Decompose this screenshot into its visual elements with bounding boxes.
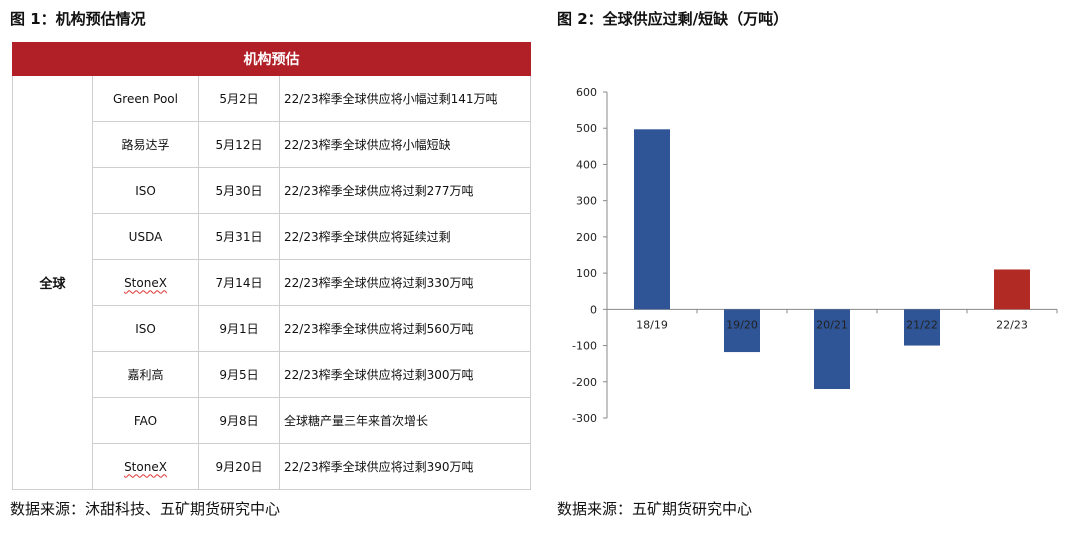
date-cell: 7月14日 [198, 259, 280, 306]
bar-18-19 [634, 129, 670, 310]
table-row: StoneX 7月14日 22/23榨季全球供应将过剩330万吨 [13, 259, 531, 306]
y-tick-label: 400 [576, 158, 597, 171]
org-name: Green Pool [113, 91, 178, 106]
figure-1-title: 图 1：机构预估情况 [10, 10, 146, 28]
org-name: StoneX [124, 275, 167, 290]
forecast-cell: 22/23榨季全球供应将过剩277万吨 [279, 167, 531, 214]
y-tick-label: 600 [576, 86, 597, 99]
org-cell: ISO [92, 305, 199, 352]
x-tick-label: 21/22 [906, 318, 938, 331]
supply-balance-chart: 600 500 400 300 200 100 0 -100 -200 -300 18/19 19/2… [572, 86, 1058, 425]
figure-2-source: 数据来源：五矿期货研究中心 [557, 500, 753, 518]
y-tick-label: 0 [590, 303, 597, 316]
date-cell: 9月8日 [198, 397, 280, 444]
x-tick-label: 20/21 [816, 318, 848, 331]
bar-19-20 [724, 309, 760, 353]
forecast-cell: 22/23榨季全球供应将过剩300万吨 [279, 351, 531, 398]
forecast-cell: 22/23榨季全球供应将过剩560万吨 [279, 305, 531, 352]
table-row: 全球 Green Pool 5月2日 22/23榨季全球供应将小幅过剩141万吨 [12, 75, 531, 490]
date-cell: 5月2日 [198, 75, 280, 122]
org-name: ISO [135, 183, 156, 198]
org-cell: USDA [92, 213, 199, 260]
date-cell: 9月1日 [198, 305, 280, 352]
table-row: FAO 9月8日 全球糖产量三年来首次增长 [13, 397, 531, 444]
date-cell: 9月20日 [198, 443, 280, 490]
x-tick-label: 18/19 [636, 318, 668, 331]
forecast-cell: 22/23榨季全球供应将过剩330万吨 [279, 259, 531, 306]
table-row: 路易达孚 5月12日 22/23榨季全球供应将小幅短缺 [13, 121, 531, 168]
y-tick-label: 500 [576, 122, 597, 135]
date-cell: 5月31日 [198, 213, 280, 260]
org-cell: 嘉利高 [92, 351, 199, 398]
org-cell: FAO [92, 397, 199, 444]
y-tick-label: 100 [576, 267, 597, 280]
y-tick-label: -100 [572, 340, 597, 353]
org-cell: 路易达孚 [92, 121, 199, 168]
y-tick-label: 200 [576, 231, 597, 244]
y-tick-label: -200 [572, 376, 597, 389]
forecast-cell: 22/23榨季全球供应将小幅短缺 [279, 121, 531, 168]
org-cell: StoneX [92, 443, 199, 490]
forecast-cell: 全球糖产量三年来首次增长 [279, 397, 531, 444]
org-name: USDA [128, 229, 163, 244]
bar-20-21 [814, 309, 850, 390]
org-name: 路易达孚 [121, 138, 170, 152]
org-name: ISO [135, 321, 156, 336]
table-header: 机构预估 [12, 42, 531, 76]
date-cell: 5月30日 [198, 167, 280, 214]
org-name: 嘉利高 [127, 368, 164, 382]
table-row: ISO 9月1日 22/23榨季全球供应将过剩560万吨 [13, 305, 531, 352]
org-name: FAO [133, 413, 158, 428]
org-cell: Green Pool [92, 75, 199, 122]
org-cell: StoneX [92, 259, 199, 306]
y-tick-label: 300 [576, 195, 597, 208]
org-name: StoneX [124, 459, 167, 474]
x-tick-label: 22/23 [996, 318, 1028, 331]
forecast-cell: 22/23榨季全球供应将延续过剩 [279, 213, 531, 260]
figure-2-title: 图 2：全球供应过剩/短缺（万吨） [557, 10, 789, 28]
org-cell: ISO [92, 167, 199, 214]
date-cell: 9月5日 [198, 351, 280, 398]
table-row: USDA 5月31日 22/23榨季全球供应将延续过剩 [13, 213, 531, 260]
bar-21-22 [904, 309, 940, 346]
forecast-cell: 22/23榨季全球供应将小幅过剩141万吨 [279, 75, 531, 122]
table-row: ISO 5月30日 22/23榨季全球供应将过剩277万吨 [13, 167, 531, 214]
table-row: 嘉利高 9月5日 22/23榨季全球供应将过剩300万吨 [13, 351, 531, 398]
table-row: StoneX 9月20日 22/23榨季全球供应将过剩390万吨 [13, 443, 531, 490]
y-tick-label: -300 [572, 412, 597, 425]
bar-22-23 [994, 269, 1030, 310]
x-tick-label: 19/20 [726, 318, 758, 331]
figure-1-source: 数据来源：沐甜科技、五矿期货研究中心 [10, 500, 281, 518]
forecast-cell: 22/23榨季全球供应将过剩390万吨 [279, 443, 531, 490]
region-cell: 全球 [12, 75, 93, 490]
forecast-table: 机构预估 全球 Green Pool 5月2日 22/23榨季全球供应将小幅过剩141… [12, 42, 531, 490]
date-cell: 5月12日 [198, 121, 280, 168]
